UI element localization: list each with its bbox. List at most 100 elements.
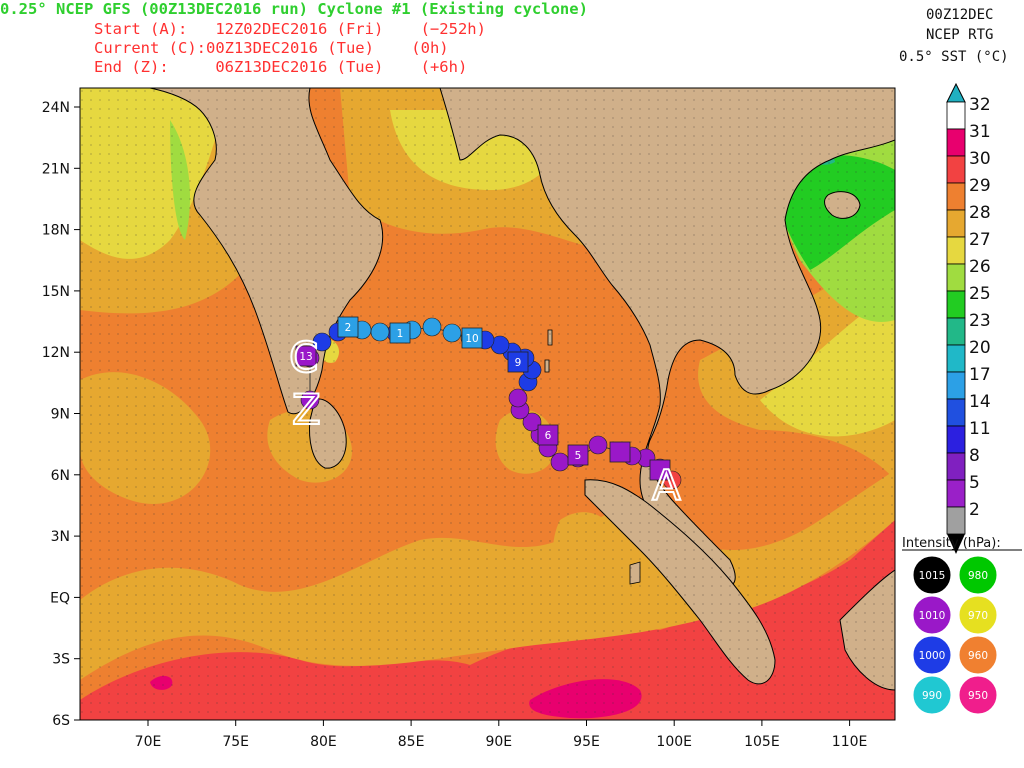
track-point	[442, 323, 462, 343]
graticule-dots	[80, 88, 895, 720]
map-title: 0.25° NCEP GFS (00Z13DEC2016 run) Cyclon…	[0, 0, 588, 18]
end-marker: Z	[292, 385, 321, 434]
current-time-text: Current (C):00Z13DEC2016 (Tue) (0h)	[94, 39, 449, 57]
sst-units: 0.5° SST (°C)	[899, 49, 1009, 65]
colorbar-segment	[946, 317, 966, 346]
lat-tick-label: 6S	[52, 713, 70, 729]
colorbar-segment	[946, 371, 966, 400]
colorbar-label: 31	[969, 122, 991, 142]
track-day-marker	[295, 345, 317, 367]
track-point	[370, 322, 390, 342]
track-day-marker	[567, 444, 589, 466]
track-day-marker	[609, 441, 631, 463]
legend-label: 990	[922, 690, 942, 702]
track-day-label: 2	[345, 322, 352, 334]
colorbar-label: 32	[969, 95, 991, 115]
colorbar-label: 26	[969, 257, 991, 277]
legend-label: 1010	[919, 610, 946, 622]
colorbar-segment	[946, 452, 966, 481]
colorbar-segment	[946, 398, 966, 427]
lat-tick-label: 9N	[51, 407, 70, 423]
lon-tick-label: 80E	[310, 734, 337, 750]
legend-label: 960	[968, 650, 988, 662]
track-day-label: 6	[545, 430, 552, 442]
lat-tick-label: 6N	[51, 468, 70, 484]
lon-tick-label: 90E	[485, 734, 512, 750]
legend-swatch	[958, 555, 998, 595]
legend-label: 1000	[919, 650, 946, 662]
colorbar-top-arrow	[946, 82, 966, 103]
track-point	[312, 332, 332, 352]
track-point	[300, 390, 320, 410]
lon-tick-label: 110E	[832, 734, 868, 750]
track-day-label: 1	[397, 328, 404, 340]
colorbar-segment	[946, 155, 966, 184]
longitude-labels: 70E 75E 80E 85E 90E 95E 100E 105E 110E	[135, 720, 868, 750]
colorbar-label: 2	[969, 500, 980, 520]
legend-swatch	[958, 635, 998, 675]
lat-tick-label: 18N	[42, 223, 70, 239]
lon-tick-label: 100E	[656, 734, 692, 750]
colorbar-segment	[946, 425, 966, 454]
colorbar-label: 25	[969, 284, 991, 304]
colorbar-segment	[946, 101, 966, 130]
sst-field	[80, 88, 895, 720]
lon-tick-label: 70E	[135, 734, 162, 750]
start-marker: A	[652, 461, 681, 510]
colorbar-label: 17	[969, 365, 991, 385]
sst-source: NCEP RTG	[926, 27, 994, 43]
legend-swatch	[912, 595, 952, 635]
track-point	[550, 452, 570, 472]
legend-swatch	[912, 635, 952, 675]
lon-tick-label: 95E	[573, 734, 600, 750]
legend-label: 1015	[919, 570, 946, 582]
legend-label: 950	[968, 690, 988, 702]
track-day-marker	[537, 424, 559, 446]
lat-tick-label: 12N	[42, 345, 70, 361]
lat-tick-label: EQ	[50, 590, 70, 606]
colorbar-label: 5	[969, 473, 980, 493]
track-day-marker	[461, 327, 483, 349]
track-day-label: 9	[515, 357, 522, 369]
cyclone-track: 2 1 10 9 6 5 13 A CZ	[288, 316, 682, 511]
colorbar-segment	[946, 236, 966, 265]
lon-tick-label: 85E	[398, 734, 425, 750]
intensity-legend: Intensity (hPa): 1015 980 1010 970 1000 960 990…	[902, 536, 1022, 715]
latitude-labels: 24N 21N 18N 15N 12N 9N 6N 3N EQ 3S 6S	[42, 100, 80, 729]
start-time-text: Start (A): 12Z02DEC2016 (Fri) (−252h)	[94, 20, 486, 38]
end-time-text: End (Z): 06Z13DEC2016 (Tue) (+6h)	[94, 58, 468, 76]
track-point	[422, 317, 442, 337]
colorbar-segment	[946, 209, 966, 238]
track-day-label: 10	[465, 333, 478, 345]
legend-swatch	[958, 675, 998, 715]
legend-swatch	[958, 595, 998, 635]
lat-tick-label: 21N	[42, 161, 70, 177]
legend-label: 980	[968, 570, 988, 582]
colorbar-label: 28	[969, 203, 991, 223]
colorbar-segment	[946, 344, 966, 373]
current-marker: C	[289, 333, 318, 382]
colorbar-bottom-arrow	[947, 534, 965, 554]
lat-tick-label: 15N	[42, 284, 70, 300]
lat-tick-label: 3S	[52, 652, 70, 668]
colorbar-label: 27	[969, 230, 991, 250]
colorbar-segment	[946, 263, 966, 292]
legend-swatch	[912, 555, 952, 595]
track-point	[588, 435, 608, 455]
colorbar-label: 20	[969, 338, 991, 358]
colorbar-segment	[946, 290, 966, 319]
lat-tick-label: 24N	[42, 100, 70, 116]
lat-tick-label: 3N	[51, 529, 70, 545]
track-day-label: 13	[299, 351, 312, 363]
sst-date: 00Z12DEC	[926, 7, 994, 23]
colorbar-label: 29	[969, 176, 991, 196]
colorbar-label: 8	[969, 446, 980, 466]
colorbar-label: 14	[969, 392, 991, 412]
track-day-marker	[507, 351, 529, 373]
track-point	[508, 388, 528, 408]
track-day-label: 5	[575, 450, 582, 462]
colorbar-segment	[946, 182, 966, 211]
sst-colorbar: 32 31 30 29 28 27 26 25 23 20 17 14 11 8 5 2	[946, 82, 991, 554]
colorbar-label: 30	[969, 149, 991, 169]
